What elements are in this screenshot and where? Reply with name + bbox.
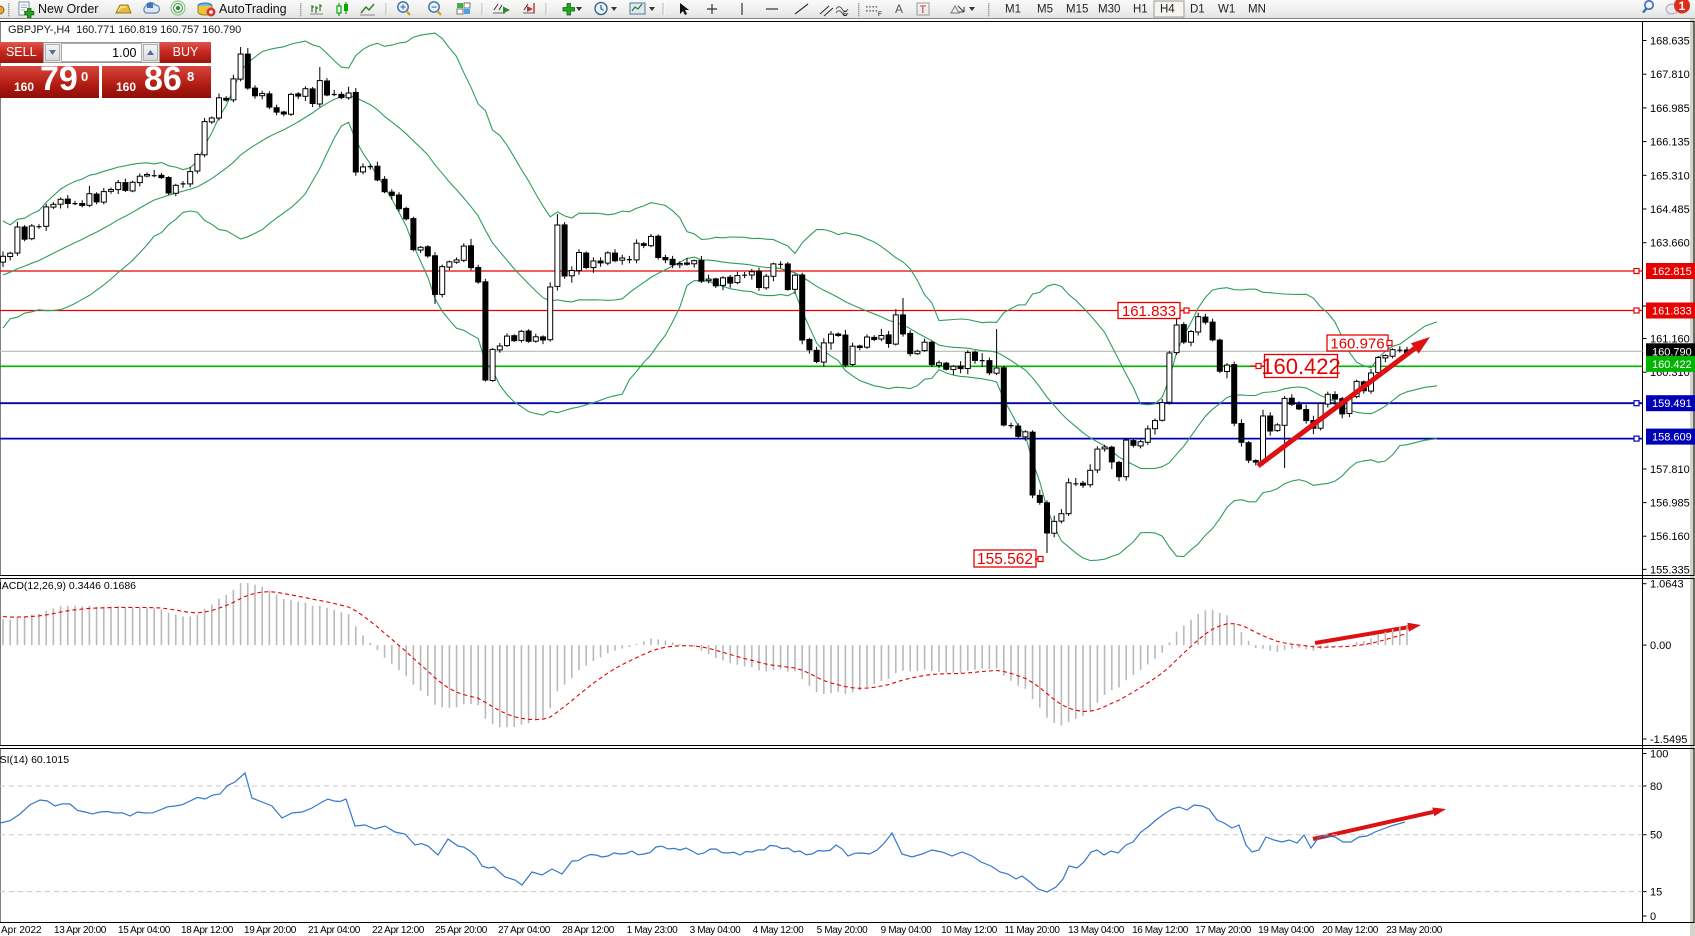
svg-text:A: A — [895, 2, 903, 16]
svg-text:156.160: 156.160 — [1650, 531, 1690, 543]
svg-text:160.790: 160.790 — [1652, 346, 1692, 358]
svg-text:H1: H1 — [1133, 4, 1148, 16]
svg-text:MACD(12,26,9) 0.3446 0.1686: MACD(12,26,9) 0.3446 0.1686 — [0, 580, 136, 592]
svg-text:MN: MN — [1248, 4, 1266, 16]
svg-text:100: 100 — [1650, 748, 1668, 760]
svg-text:17 May 20:00: 17 May 20:00 — [1195, 925, 1252, 936]
svg-text:9 May 04:00: 9 May 04:00 — [881, 925, 932, 936]
svg-text:+: + — [400, 3, 406, 14]
svg-text:-1.5495: -1.5495 — [1650, 734, 1687, 746]
svg-text:New Order: New Order — [38, 2, 98, 16]
svg-text:27 Apr 04:00: 27 Apr 04:00 — [498, 925, 551, 936]
svg-text:3 May 04:00: 3 May 04:00 — [690, 925, 741, 936]
svg-text:AutoTrading: AutoTrading — [219, 2, 287, 16]
svg-text:0.00: 0.00 — [1650, 640, 1671, 652]
svg-text:164.485: 164.485 — [1650, 204, 1690, 216]
svg-text:166.135: 166.135 — [1650, 137, 1690, 149]
svg-text:80: 80 — [1650, 781, 1662, 793]
svg-text:1: 1 — [1679, 0, 1686, 13]
svg-text:19 May 04:00: 19 May 04:00 — [1258, 925, 1315, 936]
svg-text:161.833: 161.833 — [1122, 303, 1176, 320]
svg-text:157.810: 157.810 — [1650, 464, 1690, 476]
svg-text:F: F — [878, 11, 882, 18]
svg-text:E: E — [843, 11, 848, 18]
svg-text:−: − — [431, 3, 437, 14]
svg-text:162.815: 162.815 — [1652, 266, 1692, 278]
svg-text:156.985: 156.985 — [1650, 498, 1690, 510]
svg-text:168.635: 168.635 — [1650, 35, 1690, 47]
svg-text:10 May 12:00: 10 May 12:00 — [941, 925, 998, 936]
svg-text:161.833: 161.833 — [1652, 306, 1692, 318]
svg-text:M15: M15 — [1066, 4, 1088, 16]
svg-text:RSI(14) 60.1015: RSI(14) 60.1015 — [0, 754, 69, 766]
svg-text:50: 50 — [1650, 830, 1662, 842]
svg-text:155.335: 155.335 — [1650, 564, 1690, 576]
svg-text:19 Apr 20:00: 19 Apr 20:00 — [244, 925, 297, 936]
svg-text:20 May 12:00: 20 May 12:00 — [1322, 925, 1379, 936]
svg-text:160.422: 160.422 — [1652, 359, 1692, 371]
svg-text:11 May 20:00: 11 May 20:00 — [1004, 925, 1060, 936]
svg-text:159.491: 159.491 — [1652, 398, 1692, 410]
svg-text:W1: W1 — [1218, 4, 1235, 16]
svg-text:166.985: 166.985 — [1650, 103, 1690, 115]
svg-text:160.422: 160.422 — [1261, 354, 1341, 379]
svg-text:1 May 23:00: 1 May 23:00 — [627, 925, 678, 936]
svg-text:M30: M30 — [1098, 4, 1120, 16]
svg-text:13 Apr 20:00: 13 Apr 20:00 — [54, 925, 107, 936]
svg-text:4 May 12:00: 4 May 12:00 — [753, 925, 804, 936]
svg-text:H4: H4 — [1160, 4, 1175, 16]
svg-text:15: 15 — [1650, 887, 1662, 899]
svg-text:25 Apr 20:00: 25 Apr 20:00 — [435, 925, 488, 936]
svg-text:158.609: 158.609 — [1652, 432, 1692, 444]
svg-text:16 May 12:00: 16 May 12:00 — [1132, 925, 1189, 936]
svg-text:13 May 04:00: 13 May 04:00 — [1068, 925, 1125, 936]
svg-text:18 Apr 12:00: 18 Apr 12:00 — [181, 925, 234, 936]
svg-text:22 Apr 12:00: 22 Apr 12:00 — [372, 925, 425, 936]
svg-text:160.976: 160.976 — [1330, 335, 1384, 352]
svg-text:163.660: 163.660 — [1650, 238, 1690, 250]
svg-text:1.0643: 1.0643 — [1650, 579, 1684, 591]
svg-text:167.810: 167.810 — [1650, 69, 1690, 81]
svg-text:5 May 20:00: 5 May 20:00 — [817, 925, 868, 936]
svg-text:23 May 20:00: 23 May 20:00 — [1386, 925, 1443, 936]
svg-text:T: T — [920, 4, 927, 16]
svg-text:Apr 2022: Apr 2022 — [1, 925, 42, 936]
svg-text:0: 0 — [1650, 911, 1656, 923]
svg-text:M5: M5 — [1037, 4, 1053, 16]
svg-text:D1: D1 — [1190, 4, 1205, 16]
svg-text:28 Apr 12:00: 28 Apr 12:00 — [562, 925, 615, 936]
svg-text:155.562: 155.562 — [977, 551, 1033, 568]
svg-text:21 Apr 04:00: 21 Apr 04:00 — [308, 925, 361, 936]
svg-text:161.160: 161.160 — [1650, 333, 1690, 345]
svg-text:165.310: 165.310 — [1650, 170, 1690, 182]
svg-text:M1: M1 — [1005, 4, 1021, 16]
svg-text:15 Apr 04:00: 15 Apr 04:00 — [118, 925, 171, 936]
